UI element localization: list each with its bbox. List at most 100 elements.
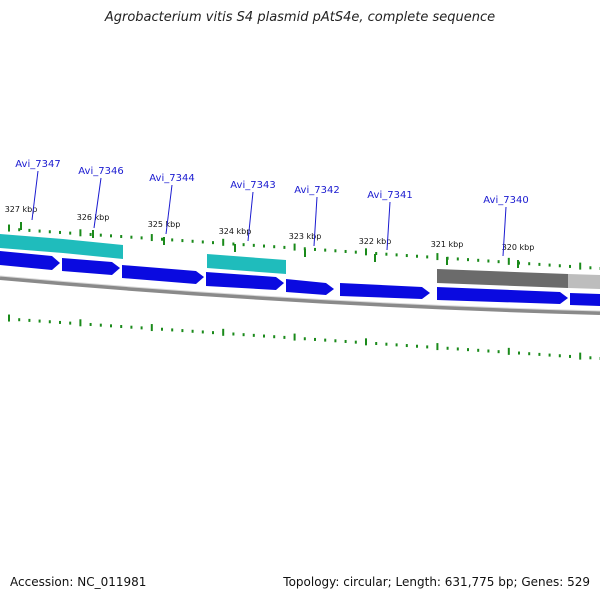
ruler-dot — [38, 319, 41, 323]
ruler-dot — [140, 326, 143, 330]
tick-label: 326 kbp — [77, 213, 110, 222]
gene-leader-line — [386, 201, 391, 251]
ruler-dot — [69, 321, 72, 325]
gene-leader-line — [502, 206, 507, 257]
ruler-dot — [416, 344, 418, 348]
ruler-dot — [252, 333, 255, 337]
ruler-dot — [456, 347, 459, 351]
ruler-dot — [191, 239, 194, 243]
cds-arrow-2[interactable] — [62, 258, 120, 275]
ruler-dot — [191, 329, 194, 333]
ruler-dot — [375, 342, 378, 346]
ruler-dot — [181, 329, 184, 333]
ruler-dot — [426, 255, 429, 259]
ruler-dot — [436, 253, 439, 261]
ruler-dot — [130, 325, 133, 329]
tick-label: 323 kbp — [289, 232, 322, 241]
ruler-dot — [589, 266, 592, 270]
ruler-dot — [212, 331, 214, 335]
ruler-dot — [497, 350, 500, 354]
gene-label[interactable]: Avi_7341 — [367, 190, 412, 201]
ruler-dot — [354, 250, 357, 254]
ruler-dot — [48, 320, 51, 324]
major-tick — [163, 237, 165, 245]
major-tick — [446, 257, 448, 265]
ruler-dot — [558, 354, 561, 358]
tick-label: 324 kbp — [219, 227, 252, 236]
ruler-dot — [344, 249, 347, 253]
ruler-dot — [150, 234, 153, 242]
ruler-dot — [303, 247, 306, 251]
feature-gray-1[interactable] — [437, 269, 568, 288]
ruler-dot — [273, 335, 276, 339]
ruler-dot — [293, 243, 296, 251]
ruler-dot — [130, 235, 133, 239]
gene-label[interactable]: Avi_7340 — [483, 195, 528, 206]
ruler-dot — [477, 348, 480, 352]
gene-leader-line — [313, 196, 318, 247]
gene-label[interactable]: Avi_7343 — [230, 180, 275, 191]
ruler-dot — [324, 248, 327, 252]
gene-label[interactable]: Avi_7344 — [149, 173, 194, 184]
feature-cyan-2[interactable] — [63, 239, 123, 259]
ruler-dot — [518, 351, 520, 355]
ruler-dot — [405, 344, 408, 348]
ruler-dot — [28, 228, 31, 232]
ruler-dot — [487, 349, 490, 353]
major-tick — [517, 260, 519, 268]
ruler-dot — [242, 333, 245, 337]
ruler-dot — [69, 231, 72, 235]
ruler-dot — [8, 224, 10, 232]
ruler-dot — [395, 253, 398, 257]
ruler-dot — [344, 339, 347, 343]
ruler-dot — [365, 338, 367, 346]
cds-arrow-1[interactable] — [0, 251, 60, 270]
gene-label[interactable]: Avi_7346 — [78, 166, 123, 177]
ruler-dot — [79, 229, 82, 237]
ruler-dot — [314, 247, 316, 251]
ruler-dot — [416, 254, 418, 258]
cds-arrow-4[interactable] — [206, 272, 284, 290]
ruler-dot — [324, 338, 327, 342]
ruler-dot — [171, 328, 174, 332]
ruler-dot — [161, 327, 163, 331]
cds-arrow-7[interactable] — [437, 287, 568, 304]
ruler-dot — [140, 236, 143, 240]
ruler-dot — [589, 356, 592, 360]
tick-label: 322 kbp — [359, 237, 392, 246]
ruler-dot — [456, 257, 459, 261]
ruler-dot — [548, 263, 551, 267]
major-tick — [20, 222, 22, 230]
accession-label: Accession: NC_011981 — [10, 575, 147, 589]
cds-arrow-5[interactable] — [286, 279, 334, 295]
ruler-dot — [263, 244, 265, 248]
feature-cyan-3[interactable] — [207, 254, 286, 274]
ruler-dot — [59, 320, 61, 324]
major-tick — [304, 249, 306, 257]
ruler-dot — [538, 262, 541, 266]
ruler-dot — [120, 325, 123, 329]
ruler-dot — [497, 260, 500, 264]
ruler-dot — [293, 333, 296, 341]
topology-summary: Topology: circular; Length: 631,775 bp; … — [283, 575, 590, 589]
ruler-dot — [201, 330, 204, 334]
gene-label[interactable]: Avi_7342 — [294, 185, 339, 196]
cds-arrow-6[interactable] — [340, 283, 430, 299]
gene-label[interactable]: Avi_7347 — [15, 159, 60, 170]
ruler-dot — [242, 243, 245, 247]
cds-arrow-3[interactable] — [122, 265, 204, 284]
major-tick — [374, 254, 376, 262]
tick-label: 327 kbp — [5, 205, 38, 214]
ruler-dot — [303, 337, 306, 341]
ruler-dot — [59, 230, 61, 234]
ruler-dot — [436, 343, 439, 351]
ruler-dot — [385, 342, 388, 346]
ruler-dot — [487, 259, 490, 263]
feature-cyan-1[interactable] — [0, 234, 63, 253]
ruler-dot — [569, 264, 571, 268]
cds-arrow-8[interactable] — [570, 293, 600, 306]
lower-ruler — [8, 314, 600, 360]
ruler-dot — [507, 347, 510, 355]
feature-gray-2[interactable] — [568, 274, 600, 289]
